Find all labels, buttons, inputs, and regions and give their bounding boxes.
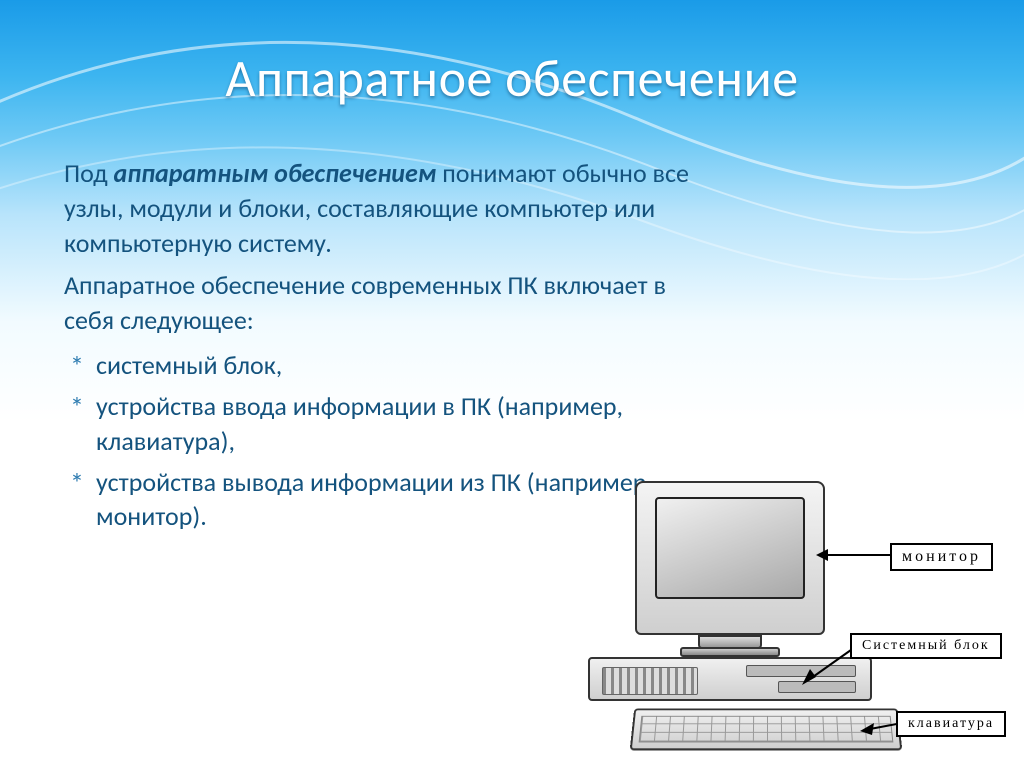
- arrow-monitor: [816, 545, 894, 565]
- slide: Аппаратное обеспечение Под аппаратным об…: [0, 0, 1024, 767]
- intro-em: аппаратным обеспечением: [114, 157, 437, 189]
- second-paragraph: Аппаратное обеспечение современных ПК вк…: [64, 268, 704, 338]
- monitor-screen: [655, 497, 805, 599]
- case-drive: [746, 665, 856, 677]
- case-drive: [778, 681, 856, 693]
- label-keyboard: клавиатура: [896, 711, 1006, 737]
- slide-title: Аппаратное обеспечение: [0, 46, 1024, 110]
- keyboard-icon: [630, 708, 903, 750]
- label-monitor: монитор: [890, 543, 993, 571]
- label-system-unit: Системный блок: [850, 633, 1002, 659]
- bullet-item: системный блок,: [64, 348, 704, 383]
- bullet-item: устройства ввода информации в ПК (наприм…: [64, 389, 704, 459]
- computer-diagram: монитор Системный блок клавиатура: [540, 475, 1010, 755]
- monitor-base: [680, 647, 780, 657]
- system-unit-icon: [588, 657, 872, 701]
- case-vents: [602, 667, 698, 695]
- keyboard-keys: [639, 716, 894, 743]
- monitor-icon: [635, 481, 825, 635]
- intro-paragraph: Под аппаратным обеспечением понимают обы…: [64, 156, 704, 260]
- intro-prefix: Под: [64, 157, 114, 189]
